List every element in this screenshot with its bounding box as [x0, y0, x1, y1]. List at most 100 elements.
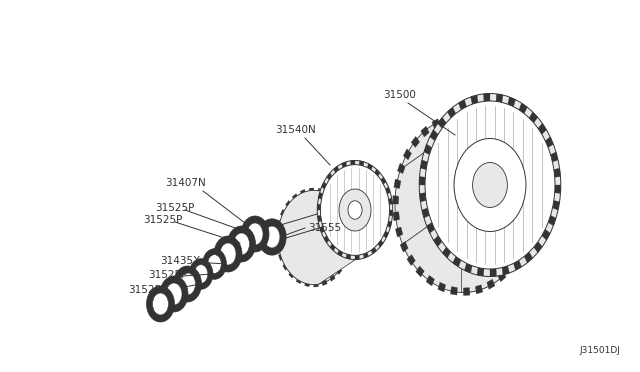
Polygon shape [324, 236, 329, 243]
Polygon shape [367, 164, 372, 170]
Polygon shape [378, 240, 383, 247]
Polygon shape [397, 163, 405, 174]
Polygon shape [300, 189, 305, 195]
Ellipse shape [234, 233, 250, 255]
Polygon shape [342, 162, 347, 168]
Polygon shape [554, 168, 561, 177]
Ellipse shape [227, 226, 255, 262]
Polygon shape [534, 241, 542, 253]
Polygon shape [419, 177, 426, 185]
Polygon shape [411, 137, 420, 147]
Polygon shape [351, 160, 355, 165]
Polygon shape [424, 144, 432, 155]
Polygon shape [276, 243, 280, 249]
Polygon shape [322, 280, 327, 286]
Polygon shape [420, 160, 428, 170]
Polygon shape [346, 254, 351, 259]
Polygon shape [386, 187, 390, 194]
Polygon shape [552, 201, 559, 210]
Ellipse shape [317, 160, 393, 260]
Polygon shape [444, 114, 451, 123]
Polygon shape [476, 285, 483, 294]
Polygon shape [280, 209, 285, 217]
Ellipse shape [208, 255, 221, 273]
Polygon shape [355, 255, 360, 260]
Polygon shape [555, 185, 561, 193]
Polygon shape [465, 263, 472, 273]
Polygon shape [277, 220, 282, 227]
Polygon shape [371, 247, 376, 254]
Ellipse shape [194, 264, 208, 283]
Polygon shape [344, 215, 349, 221]
Polygon shape [333, 197, 339, 203]
Ellipse shape [264, 226, 280, 248]
Polygon shape [392, 196, 399, 204]
Polygon shape [529, 112, 538, 123]
Ellipse shape [220, 243, 236, 265]
Polygon shape [330, 275, 335, 281]
Polygon shape [518, 156, 527, 167]
Polygon shape [507, 261, 516, 272]
Polygon shape [550, 152, 558, 162]
Polygon shape [389, 210, 393, 216]
Ellipse shape [241, 216, 269, 252]
Ellipse shape [419, 93, 561, 276]
Polygon shape [346, 248, 351, 255]
Ellipse shape [214, 236, 242, 272]
Ellipse shape [179, 273, 195, 295]
Ellipse shape [395, 115, 532, 292]
Polygon shape [383, 231, 388, 238]
Polygon shape [502, 131, 511, 142]
Polygon shape [515, 248, 524, 259]
Polygon shape [545, 137, 554, 148]
Polygon shape [420, 126, 429, 137]
Text: J31501DJ: J31501DJ [579, 346, 620, 355]
Polygon shape [451, 286, 458, 295]
Text: 31540N: 31540N [276, 125, 316, 135]
Polygon shape [422, 208, 429, 218]
Polygon shape [278, 254, 283, 260]
Polygon shape [427, 222, 435, 233]
Polygon shape [292, 193, 298, 200]
Ellipse shape [166, 283, 182, 305]
Polygon shape [497, 271, 506, 282]
Polygon shape [490, 269, 497, 276]
Polygon shape [342, 259, 347, 266]
Polygon shape [278, 163, 360, 285]
Polygon shape [337, 250, 343, 256]
Polygon shape [438, 282, 445, 292]
Polygon shape [400, 241, 408, 252]
Polygon shape [320, 226, 324, 233]
Polygon shape [318, 188, 323, 193]
Polygon shape [442, 247, 451, 258]
Ellipse shape [454, 138, 526, 231]
Polygon shape [519, 103, 527, 113]
Polygon shape [309, 188, 314, 192]
Text: 31525P: 31525P [143, 215, 182, 225]
Polygon shape [492, 122, 500, 132]
Text: 31500: 31500 [383, 90, 417, 100]
Polygon shape [326, 191, 332, 197]
Polygon shape [496, 94, 503, 102]
Polygon shape [477, 267, 484, 276]
Text: 31435X: 31435X [160, 256, 200, 266]
Polygon shape [528, 204, 534, 212]
Polygon shape [524, 171, 531, 181]
FancyArrow shape [246, 203, 357, 249]
Polygon shape [463, 288, 470, 295]
Ellipse shape [147, 286, 175, 322]
Polygon shape [317, 215, 321, 222]
Ellipse shape [152, 293, 168, 315]
Polygon shape [432, 119, 440, 129]
Text: 31525P: 31525P [148, 270, 188, 280]
Ellipse shape [173, 266, 202, 302]
Polygon shape [276, 231, 280, 237]
Text: 31407N: 31407N [166, 178, 206, 188]
Polygon shape [317, 204, 321, 210]
Polygon shape [348, 226, 351, 232]
Polygon shape [340, 205, 345, 212]
Polygon shape [542, 229, 550, 240]
Polygon shape [526, 219, 533, 229]
Polygon shape [481, 116, 489, 126]
Polygon shape [296, 278, 301, 284]
